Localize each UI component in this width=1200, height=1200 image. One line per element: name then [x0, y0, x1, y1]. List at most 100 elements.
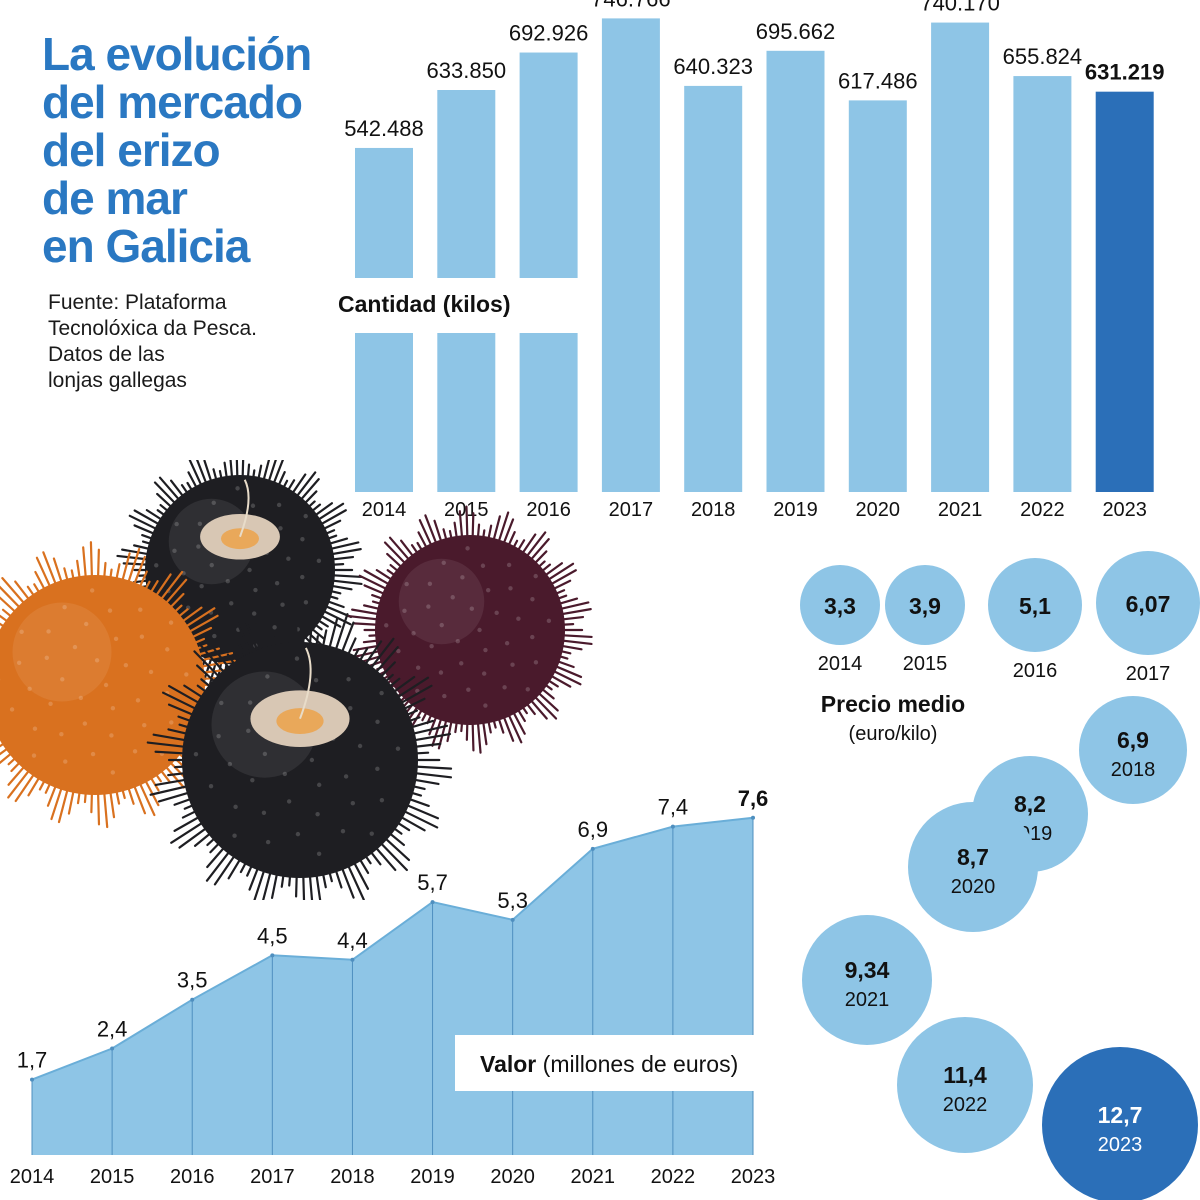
- urchin-tubercle: [193, 751, 199, 757]
- x-tick-label: 2020: [856, 499, 901, 521]
- urchin-stem: [299, 647, 312, 720]
- urchin-tubercle: [211, 500, 216, 505]
- x-tick-label: 2016: [526, 499, 571, 521]
- urchin-tubercle: [19, 629, 24, 635]
- urchin-tubercle: [286, 556, 291, 561]
- bar: [931, 22, 990, 493]
- urchin-tubercle: [251, 611, 257, 616]
- urchin-tubercle: [250, 777, 255, 783]
- area-point: [670, 824, 675, 829]
- urchin-tubercle: [369, 831, 374, 836]
- bar: [519, 52, 578, 493]
- urchin-tubercle: [379, 690, 384, 696]
- urchin-tubercle: [27, 686, 32, 691]
- bubble-value-label: 3,9: [909, 593, 941, 619]
- urchin-roe: [276, 708, 324, 735]
- area-point: [270, 953, 275, 958]
- bubble-year-label: 2015: [903, 653, 948, 675]
- urchin-tubercle: [316, 851, 322, 856]
- urchin-tubercle: [232, 833, 237, 838]
- urchin-tubercle: [396, 648, 401, 654]
- title-line: en Galicia: [42, 220, 250, 272]
- urchin-tubercle: [504, 641, 510, 646]
- urchin-tubercle: [233, 804, 238, 810]
- x-tick-label: 2018: [330, 1166, 375, 1188]
- price-bubble-chart: 3,3 2014 3,9 2015 5,1 2016 6,07 2017 6,9 2018 8,2 2…: [800, 551, 1200, 1200]
- value-area-chart: 1,7 2014 2,4 2015 3,5 2016 4,5 2017 4,4 2018 5,7 20…: [10, 786, 776, 1188]
- urchin-body: [182, 642, 418, 878]
- title-line: del mercado: [42, 76, 303, 128]
- urchin-tubercle: [295, 831, 301, 837]
- area-point: [751, 815, 755, 820]
- urchin-tubercle: [110, 770, 116, 775]
- urchin-body: [0, 575, 205, 795]
- urchin-tubercle: [60, 677, 65, 682]
- urchin-highlight: [12, 602, 112, 702]
- urchin-tubercle: [533, 660, 539, 665]
- urchin-tubercle: [350, 800, 356, 806]
- urchin-tubercle: [384, 623, 389, 628]
- area-line: [31, 816, 754, 1081]
- x-tick-label: 2014: [362, 499, 407, 521]
- x-tick-label: 2015: [90, 1166, 135, 1188]
- urchin-tubercle: [438, 670, 444, 675]
- urchin-tubercle: [276, 502, 282, 508]
- urchin-orange: [0, 541, 237, 829]
- urchin-tubercle: [138, 607, 143, 612]
- bar-value-label: 631.219: [1085, 60, 1165, 85]
- area-value-label: 2,4: [97, 1017, 128, 1042]
- chart-title: Precio medio: [821, 691, 965, 717]
- area-point: [430, 900, 435, 905]
- urchin-tubercle: [375, 719, 380, 724]
- bubble-year-label: 2023: [1098, 1134, 1143, 1156]
- source-line: lonjas gallegas: [48, 369, 187, 392]
- area-value-label: 4,5: [257, 923, 288, 948]
- price-bubble: [1042, 1047, 1198, 1200]
- area-value-label: 5,3: [497, 888, 528, 913]
- title-box: [455, 1035, 765, 1091]
- urchin-tubercle: [44, 655, 49, 661]
- urchin-tubercle: [89, 588, 95, 593]
- area-value-label: 4,4: [337, 928, 368, 953]
- area-point: [350, 957, 355, 962]
- urchin-tubercle: [59, 732, 64, 737]
- area-value-label: 5,7: [417, 870, 448, 895]
- bubble-year-label: 2018: [1111, 759, 1156, 781]
- bar: [1013, 76, 1072, 492]
- urchin-tubercle: [253, 587, 258, 593]
- urchin-tubercle: [442, 693, 447, 699]
- urchin-tubercle: [169, 720, 174, 725]
- bubble-year-label: 2017: [1126, 663, 1171, 685]
- urchin-tubercle: [32, 726, 38, 731]
- urchin-tubercle: [411, 631, 416, 636]
- urchin-purple: [346, 505, 593, 754]
- urchin-tubercle: [450, 595, 455, 600]
- bar-value-label: 542.488: [344, 116, 424, 141]
- urchin-tubercle: [63, 759, 68, 764]
- bar-value-label: 695.662: [756, 19, 836, 44]
- urchin-tubercle: [282, 771, 288, 777]
- urchin-tubercle: [113, 636, 119, 642]
- urchin-tubercle: [459, 661, 464, 666]
- urchin-tubercle: [154, 563, 159, 568]
- source-line: Tecnolóxica da Pesca.: [48, 317, 257, 340]
- bubble-year-label: 2016: [1013, 660, 1058, 682]
- urchin-tubercle: [316, 558, 322, 564]
- urchin-highlight: [398, 558, 485, 645]
- urchin-tubercle: [455, 638, 461, 644]
- x-tick-label: 2022: [1020, 499, 1065, 521]
- urchin-tubercle: [235, 486, 240, 491]
- urchin-tubercle: [340, 828, 346, 834]
- urchin-tubercle: [313, 678, 319, 683]
- urchin-tubercle: [460, 575, 465, 580]
- urchin-tubercle: [103, 682, 109, 688]
- area-point: [510, 917, 515, 922]
- urchin-tubercle: [477, 627, 482, 633]
- urchin-tubercle: [481, 671, 487, 676]
- urchin-tubercle: [379, 797, 385, 803]
- x-tick-label: 2023: [731, 1166, 776, 1188]
- urchin-tubercle: [426, 604, 431, 609]
- urchin-tubercle: [480, 563, 486, 568]
- price-bubble: [1079, 696, 1187, 804]
- urchin-tubercle: [165, 647, 170, 652]
